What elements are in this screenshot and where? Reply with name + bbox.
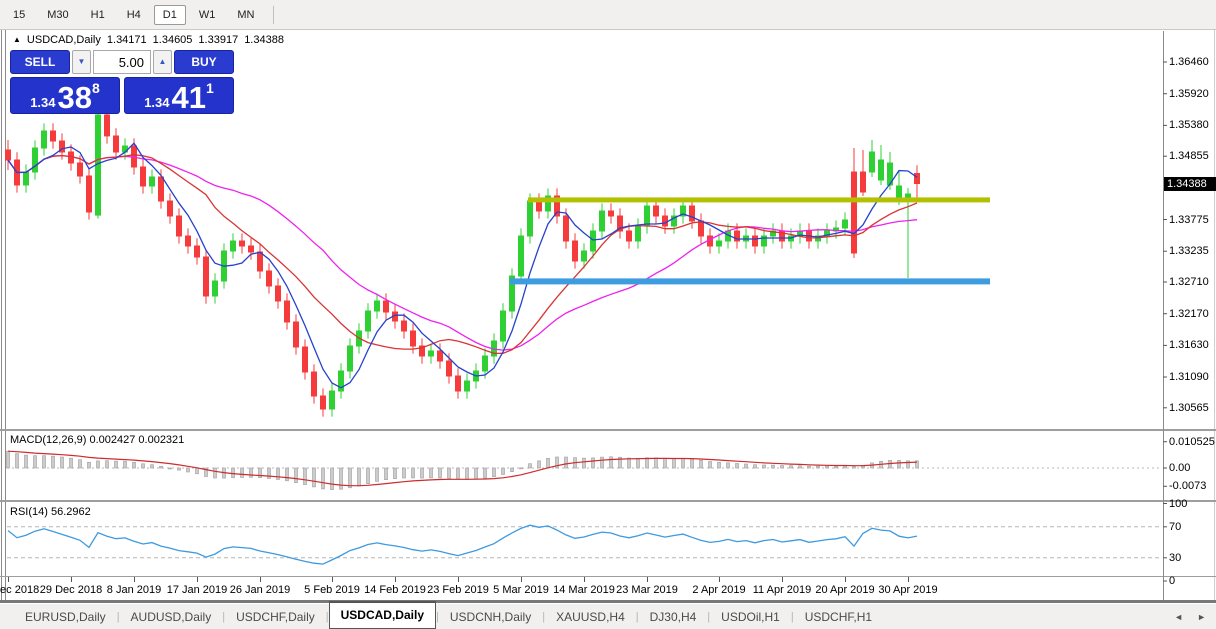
timeframe-h4[interactable]: H4 xyxy=(118,5,150,25)
tab-separator: | xyxy=(542,610,546,623)
macd-histogram xyxy=(6,450,919,490)
low-value: 1.33917 xyxy=(198,34,239,46)
chevron-up-icon: ▲ xyxy=(158,57,167,66)
one-click-trading-panel: SELL ▼ ▲ BUY 1.34 38 8 1.34 41 1 xyxy=(10,50,234,114)
window-frame-bottom xyxy=(0,600,1216,603)
buy-price-sup: 1 xyxy=(206,80,214,96)
tab-separator: | xyxy=(222,610,226,623)
macd-signal-line xyxy=(7,450,918,487)
open-value: 1.34171 xyxy=(106,34,147,46)
buy-button[interactable]: BUY xyxy=(174,50,234,74)
sell-button[interactable]: SELL xyxy=(10,50,70,74)
tab-xauusd-h4[interactable]: XAUUSD,H4 xyxy=(556,609,625,624)
tab-eurusd-daily[interactable]: EURUSD,Daily xyxy=(25,609,106,624)
toolbar-separator xyxy=(273,5,275,24)
chart-tabs: EURUSD,Daily | AUDUSD,Daily | USDCHF,Daily | U… xyxy=(14,600,883,629)
resistance-hline[interactable] xyxy=(528,197,990,203)
tab-dj30-h4[interactable]: DJ30,H4 xyxy=(649,609,697,624)
chart-window xyxy=(0,30,1216,604)
sell-price-panel[interactable]: 1.34 38 8 xyxy=(10,77,120,114)
tab-audusd-daily[interactable]: AUDUSD,Daily xyxy=(130,609,212,624)
tab-usdchf-daily[interactable]: USDCHF,Daily xyxy=(236,609,315,624)
ohlc-info: ▲ USDCAD,Daily 1.34171 1.34605 1.33917 1… xyxy=(13,34,284,46)
tab-separator: | xyxy=(436,610,439,623)
symbol-arrow-icon: ▲ xyxy=(13,34,21,44)
sell-price-big: 38 xyxy=(57,79,92,115)
timeframe-w1[interactable]: W1 xyxy=(190,5,225,25)
timeframe-toolbar: 15 M30 H1 H4 D1 W1 MN xyxy=(0,0,1216,30)
ma-line-mid xyxy=(7,154,918,355)
tab-separator: | xyxy=(635,610,639,623)
current-price-badge: 1.34388 xyxy=(1164,177,1216,191)
macd-indicator-label: MACD(12,26,9) 0.002427 0.002321 xyxy=(10,434,185,446)
volume-decrease-button[interactable]: ▼ xyxy=(72,50,91,74)
timeframe-mn[interactable]: MN xyxy=(228,5,263,25)
chart-tab-bar: EURUSD,Daily | AUDUSD,Daily | USDCHF,Daily | U… xyxy=(0,600,1216,629)
tab-usdchf-h1[interactable]: USDCHF,H1 xyxy=(804,609,873,624)
timeframe-15[interactable]: 15 xyxy=(4,5,34,25)
tabs-scroll-right-icon[interactable]: ► xyxy=(1197,611,1206,622)
buy-price-panel[interactable]: 1.34 41 1 xyxy=(124,77,234,114)
support-hline[interactable] xyxy=(510,278,990,285)
tab-separator: | xyxy=(707,610,711,623)
sell-price-sup: 8 xyxy=(92,80,100,96)
timeframe-d1[interactable]: D1 xyxy=(153,4,186,25)
tab-separator: | xyxy=(790,610,794,623)
buy-price-prefix: 1.34 xyxy=(144,94,170,110)
tab-separator: | xyxy=(116,610,120,623)
tab-usdoil-h1[interactable]: USDOil,H1 xyxy=(721,609,780,624)
tab-usdcnh-daily[interactable]: USDCNH,Daily xyxy=(449,609,532,624)
sell-price-prefix: 1.34 xyxy=(30,94,56,110)
tabs-scroll-left-icon[interactable]: ◄ xyxy=(1174,611,1184,622)
close-value: 1.34388 xyxy=(244,34,284,46)
high-value: 1.34605 xyxy=(152,34,193,46)
rsi-indicator-label: RSI(14) 56.2962 xyxy=(10,506,91,518)
timeframe-buttons: 15 M30 H1 H4 D1 W1 MN xyxy=(4,4,263,25)
chevron-down-icon: ▼ xyxy=(77,57,86,66)
buy-price-big: 41 xyxy=(171,79,206,115)
symbol-name: USDCAD,Daily xyxy=(26,34,101,46)
trade-controls-row: SELL ▼ ▲ BUY xyxy=(10,50,234,74)
ma-line-fast xyxy=(7,142,918,389)
timeframe-m30[interactable]: M30 xyxy=(38,5,77,25)
candles xyxy=(5,106,920,417)
rsi-line xyxy=(7,524,918,565)
tab-separator: | xyxy=(325,610,329,623)
volume-increase-button[interactable]: ▲ xyxy=(153,50,172,74)
timeframe-h1[interactable]: H1 xyxy=(82,5,114,25)
volume-input[interactable] xyxy=(93,50,151,74)
tab-scroll-controls: ◄ ► xyxy=(1174,612,1216,622)
tab-usdcad-daily[interactable]: USDCAD,Daily xyxy=(328,600,436,629)
